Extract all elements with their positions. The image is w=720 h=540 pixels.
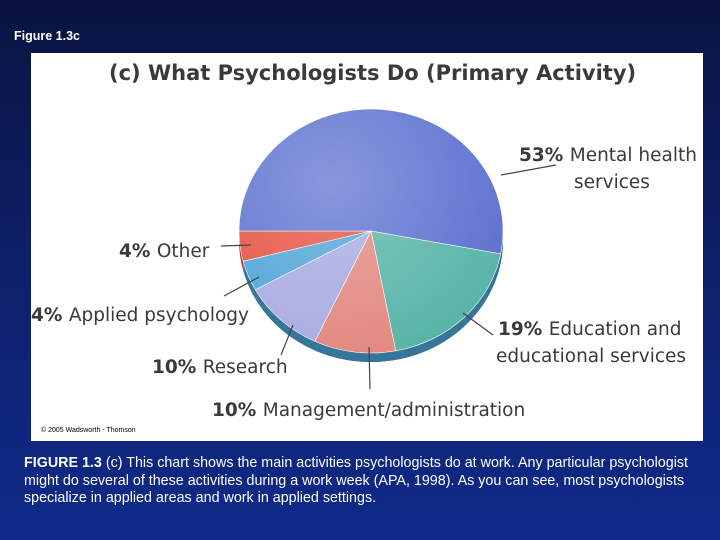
leader-line-management (368, 346, 371, 390)
slice-pct-research: 10% (152, 357, 203, 378)
slice-labels: 53% Mental health services 19% Education a… (31, 145, 697, 421)
slice-label-applied: 4% Applied psychology (31, 305, 249, 326)
leader-line-research (280, 324, 294, 356)
pie-rim-other (239, 231, 244, 271)
pie-depth (239, 231, 503, 363)
slice-name-other: Other (157, 241, 210, 262)
slice-pct-management: 10% (212, 400, 263, 421)
slice-label-other: 4% Other (119, 241, 210, 262)
slice-name-education: Education and (549, 319, 682, 340)
slice-label-mental-health-line2: services (574, 172, 650, 193)
slice-label-education: 19% Education and (498, 319, 682, 340)
leader-line-education (462, 312, 494, 336)
copyright-notice: © 2005 Wadsworth - Thomson (41, 427, 136, 434)
slice-label-research: 10% Research (152, 357, 288, 378)
slice-pct-education: 19% (498, 319, 549, 340)
slice-pct-other: 4% (119, 241, 157, 262)
figure-panel: (c) What Psychologists Do (Primary Activ… (31, 53, 703, 441)
slice-name-research: Research (203, 357, 288, 378)
pie-chart: (c) What Psychologists Do (Primary Activ… (31, 61, 697, 421)
leader-line-applied (223, 276, 260, 297)
slice-name-applied: Applied psychology (69, 305, 249, 326)
slide-title: Figure 1.3c (14, 29, 80, 43)
pie-highlight (239, 109, 503, 353)
leader-line-other (220, 244, 252, 247)
pie-slices (238, 108, 504, 354)
figure-caption: FIGURE 1.3 (c) This chart shows the main… (24, 455, 694, 508)
caption-text: (c) This chart shows the main activities… (24, 455, 689, 506)
leader-line-mental-health (500, 164, 557, 176)
slice-name-management: Management/administration (263, 400, 525, 421)
caption-lead: FIGURE 1.3 (24, 455, 102, 471)
slice-label-education-line2: educational services (496, 346, 686, 367)
leader-lines (220, 164, 557, 390)
slice-pct-mental-health: 53% (519, 145, 570, 166)
chart-title: (c) What Psychologists Do (Primary Activ… (109, 61, 636, 85)
slice-pct-applied: 4% (31, 305, 69, 326)
slice-label-mental-health: 53% Mental health (519, 145, 697, 166)
slice-label-management: 10% Management/administration (212, 400, 525, 421)
slice-name-mental-health: Mental health (570, 145, 697, 166)
